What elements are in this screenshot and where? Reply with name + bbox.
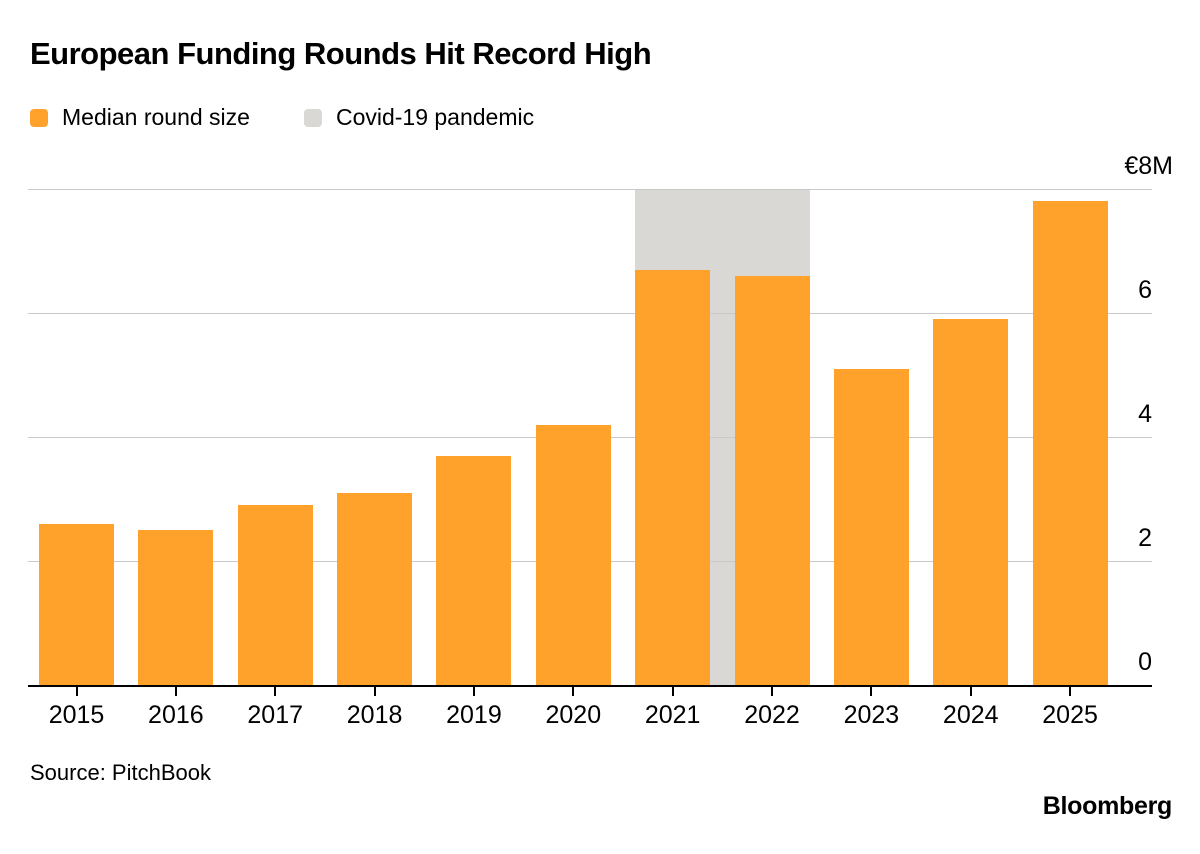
- bloomberg-logo: Bloomberg: [1042, 792, 1173, 820]
- bar-2025: [1032, 201, 1108, 685]
- legend-swatch-covid-19-pandemic: [303, 108, 322, 127]
- legend-swatch-median-round-size: [30, 108, 48, 127]
- x-axis-tick-2023: [870, 687, 873, 696]
- gridline-6: [28, 313, 1152, 314]
- x-axis-tick-2016: [174, 687, 177, 696]
- x-axis-label-2025: 2025: [1042, 701, 1098, 729]
- bar-2016: [138, 530, 214, 685]
- x-axis-tick-2022: [771, 687, 774, 696]
- legend-label-covid-19-pandemic: Covid-19 pandemic: [335, 104, 535, 130]
- x-axis-label-2018: 2018: [346, 701, 403, 729]
- bar-2022: [734, 276, 810, 685]
- legend-item-median-round-size: Median round size: [30, 104, 250, 131]
- bar-2024: [933, 319, 1009, 685]
- chart-title: European Funding Rounds Hit Record High: [30, 36, 652, 71]
- y-axis-label-2: 2: [1138, 524, 1152, 552]
- bar-2020: [535, 425, 611, 685]
- x-axis-label-2017: 2017: [247, 701, 304, 729]
- source-note: Source: PitchBook: [30, 760, 211, 785]
- x-axis-label-2016: 2016: [148, 701, 204, 729]
- x-axis-label-2015: 2015: [48, 701, 105, 729]
- x-axis-label-2019: 2019: [446, 701, 502, 729]
- legend: Median round size Covid-19 pandemic: [30, 104, 534, 131]
- legend-item-covid-19-pandemic: Covid-19 pandemic: [303, 104, 535, 131]
- x-axis-tick-2021: [671, 687, 674, 696]
- x-axis-label-2020: 2020: [545, 701, 602, 729]
- y-axis-top-label: €8M: [1124, 152, 1173, 180]
- x-axis-tick-2017: [274, 687, 277, 696]
- x-axis-label-2023: 2023: [843, 701, 900, 729]
- x-axis-tick-2020: [572, 687, 575, 696]
- y-axis-label-4: 4: [1138, 400, 1152, 428]
- x-axis-label-2022: 2022: [744, 701, 800, 729]
- gridline-8: [28, 189, 1152, 190]
- x-axis-tick-2015: [75, 687, 78, 696]
- x-axis-tick-2019: [472, 687, 475, 696]
- bar-2023: [833, 369, 909, 685]
- x-axis-label-2024: 2024: [942, 701, 999, 729]
- bar-2018: [337, 493, 413, 685]
- y-axis-label-0: 0: [1138, 648, 1152, 676]
- x-axis-tick-2018: [373, 687, 376, 696]
- y-axis-label-6: 6: [1138, 276, 1152, 304]
- bar-2021: [635, 270, 711, 685]
- bar-2019: [436, 456, 512, 685]
- bar-2015: [39, 524, 114, 685]
- bar-2017: [237, 505, 313, 685]
- x-axis-tick-2025: [1069, 687, 1072, 696]
- legend-label-median-round-size: Median round size: [62, 104, 250, 130]
- x-axis-tick-2024: [969, 687, 972, 696]
- x-axis-label-2021: 2021: [644, 701, 701, 729]
- bar-chart: €8M 6 4 2 0 2015 2016 2017 2018 2019 2020 2021 2022 2…: [28, 154, 1173, 729]
